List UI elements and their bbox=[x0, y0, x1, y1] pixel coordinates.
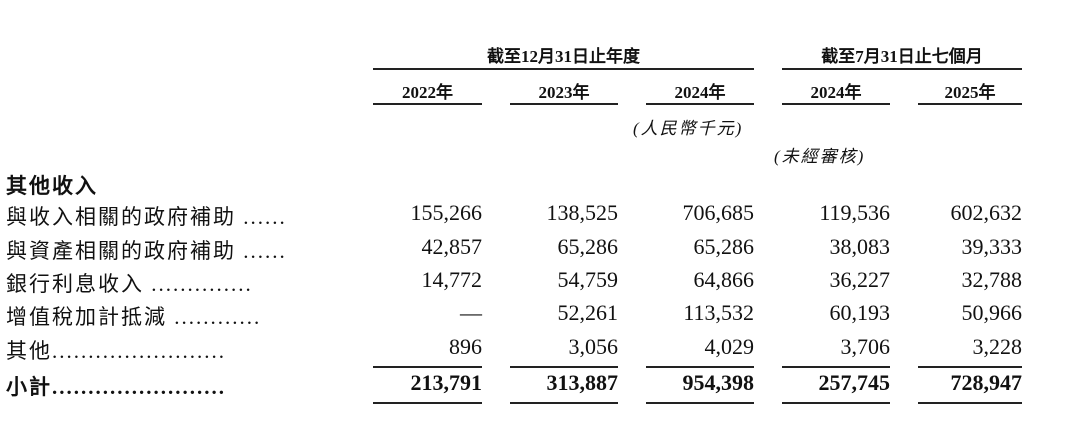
divider bbox=[510, 103, 618, 105]
table-row-value: 896 bbox=[449, 334, 482, 359]
table-row-value: 65,286 bbox=[557, 234, 619, 259]
divider bbox=[646, 366, 754, 368]
divider bbox=[510, 402, 618, 404]
divider bbox=[782, 68, 1022, 70]
divider bbox=[782, 366, 890, 368]
table-row-value: 3,056 bbox=[568, 334, 619, 359]
table-row-value: 4,029 bbox=[704, 334, 755, 359]
divider bbox=[373, 366, 482, 368]
table-row-value: — bbox=[460, 300, 482, 325]
subtotal-row-label: 小計........................ bbox=[6, 375, 226, 399]
table-row-value: 138,525 bbox=[546, 200, 619, 225]
table-row-value: 52,261 bbox=[557, 300, 619, 325]
table-row-value: 119,536 bbox=[819, 200, 890, 225]
subtotal-row-value: 954,398 bbox=[682, 370, 755, 395]
table-row-value: 3,706 bbox=[840, 334, 891, 359]
group-header-fiscal-year: 截至12月31日止年度 bbox=[487, 47, 640, 66]
unaudited-note: (未經審核) bbox=[774, 147, 866, 166]
table-row-label: 其他........................ bbox=[6, 339, 226, 363]
currency-note: (人民幣千元) bbox=[633, 119, 744, 138]
divider bbox=[782, 402, 890, 404]
divider bbox=[918, 103, 1022, 105]
table-row-value: 602,632 bbox=[950, 200, 1023, 225]
year-header: 2025年 bbox=[944, 83, 996, 102]
table-row-value: 60,193 bbox=[829, 300, 891, 325]
table-row-value: 32,788 bbox=[961, 267, 1023, 292]
table-row-value: 64,866 bbox=[693, 267, 755, 292]
divider bbox=[918, 402, 1022, 404]
divider bbox=[510, 366, 618, 368]
table-row-value: 65,286 bbox=[693, 234, 755, 259]
year-header: 2024年 bbox=[810, 83, 862, 102]
divider bbox=[373, 103, 482, 105]
table-row-value: 38,083 bbox=[829, 234, 891, 259]
table-row-value: 54,759 bbox=[557, 267, 619, 292]
table-row-value: 50,966 bbox=[961, 300, 1023, 325]
table-row-value: 706,685 bbox=[682, 200, 755, 225]
table-row-value: 113,532 bbox=[683, 300, 754, 325]
table-row-value: 39,333 bbox=[961, 234, 1023, 259]
divider bbox=[373, 402, 482, 404]
divider bbox=[782, 103, 890, 105]
table-row-label: 與資產相關的政府補助 ...... bbox=[6, 239, 287, 263]
subtotal-row-value: 257,745 bbox=[818, 370, 891, 395]
table-row-label: 與收入相關的政府補助 ...... bbox=[6, 205, 287, 229]
divider bbox=[918, 366, 1022, 368]
table-row-value: 3,228 bbox=[972, 334, 1023, 359]
subtotal-row-value: 213,791 bbox=[410, 370, 483, 395]
group-header-seven-months: 截至7月31日止七個月 bbox=[821, 47, 983, 66]
table-row-value: 36,227 bbox=[829, 267, 891, 292]
year-header: 2023年 bbox=[538, 83, 590, 102]
section-title: 其他收入 bbox=[6, 174, 98, 198]
table-row-label: 銀行利息收入 .............. bbox=[6, 272, 253, 296]
divider bbox=[646, 402, 754, 404]
divider bbox=[373, 68, 754, 70]
table-row-value: 42,857 bbox=[421, 234, 483, 259]
year-header: 2022年 bbox=[402, 83, 453, 102]
subtotal-row-value: 728,947 bbox=[950, 370, 1023, 395]
year-header: 2024年 bbox=[674, 83, 726, 102]
table-row-value: 155,266 bbox=[410, 200, 483, 225]
subtotal-row-value: 313,887 bbox=[546, 370, 619, 395]
table-row-label: 增值稅加計抵減 ............ bbox=[6, 305, 262, 329]
divider bbox=[646, 103, 754, 105]
table-row-value: 14,772 bbox=[421, 267, 483, 292]
